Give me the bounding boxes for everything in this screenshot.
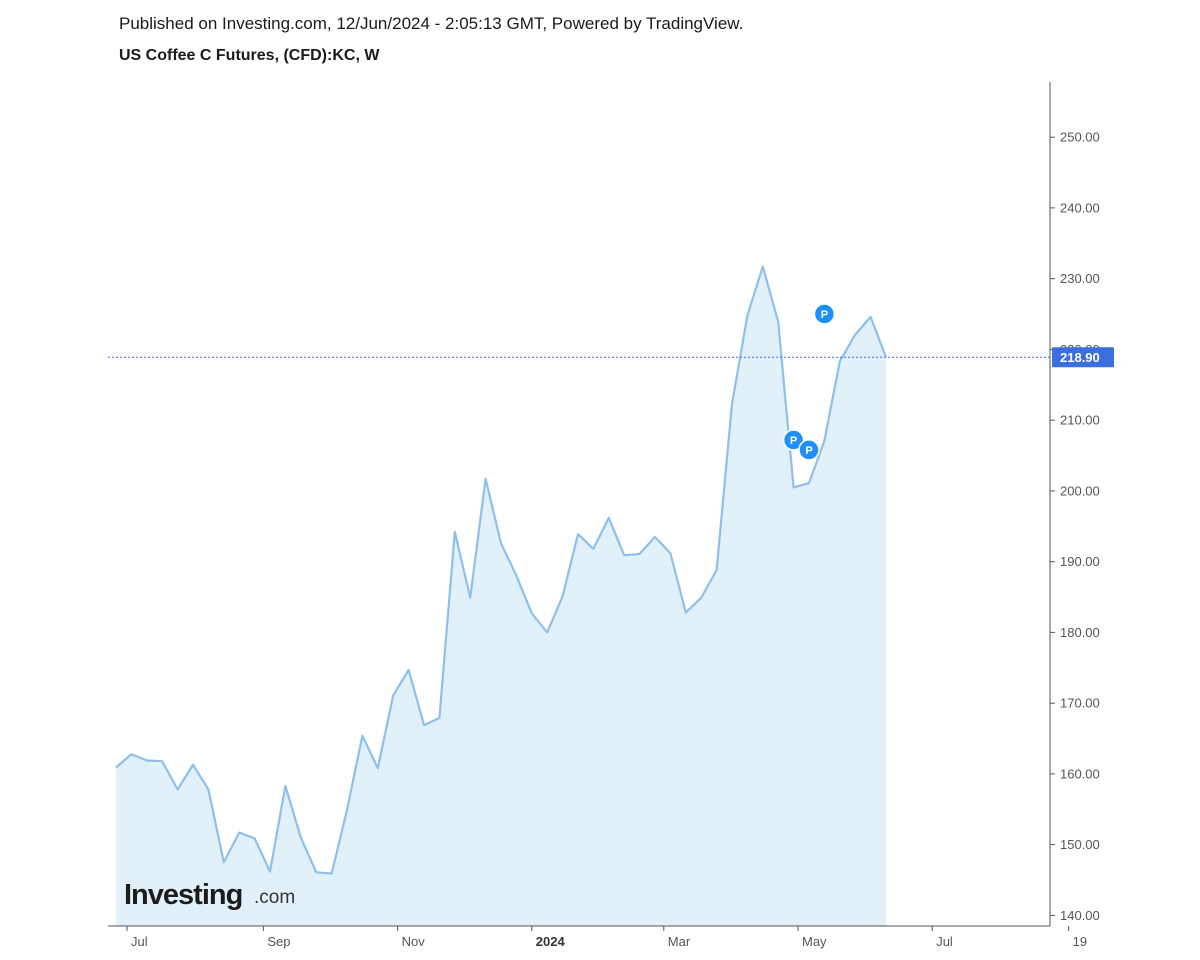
data-point[interactable] (775, 319, 781, 325)
data-point[interactable] (113, 765, 119, 771)
data-point[interactable] (375, 765, 381, 771)
data-point[interactable] (698, 595, 704, 601)
data-point[interactable] (252, 835, 258, 841)
data-point[interactable] (791, 484, 797, 490)
x-tick-label: Nov (402, 934, 426, 949)
data-point[interactable] (221, 859, 227, 865)
y-tick-label: 250.00 (1060, 130, 1100, 145)
y-tick-label: 230.00 (1060, 271, 1100, 286)
data-point[interactable] (652, 534, 658, 540)
event-marker-label: P (821, 309, 828, 321)
event-markers: PPP (782, 303, 836, 461)
data-point[interactable] (298, 835, 304, 841)
data-point[interactable] (590, 546, 596, 552)
data-point[interactable] (560, 593, 566, 599)
investing-logo: Investing .com (124, 879, 295, 911)
y-tick-label: 190.00 (1060, 554, 1100, 569)
data-point[interactable] (606, 515, 612, 521)
data-point[interactable] (467, 595, 473, 601)
data-point[interactable] (667, 550, 673, 556)
y-tick-label: 240.00 (1060, 200, 1100, 215)
axes: 140.00 150.00 160.00 170.00 180.00 190.00 200.… (108, 82, 1114, 949)
x-tick-label: Sep (267, 934, 290, 949)
last-price-badge: 218.90 (1052, 347, 1114, 368)
logo-suffix: .com (254, 887, 295, 908)
data-point[interactable] (760, 264, 766, 270)
x-tick-label: Mar (668, 934, 691, 949)
data-point[interactable] (421, 722, 427, 728)
chart-title: US Coffee C Futures, (CFD):KC, W (119, 47, 380, 64)
y-tick-label: 170.00 (1060, 696, 1100, 711)
data-point[interactable] (329, 871, 335, 877)
data-point[interactable] (821, 438, 827, 444)
x-tick-label: Jul (131, 934, 148, 949)
published-caption: Published on Investing.com, 12/Jun/2024 … (119, 14, 744, 33)
y-tick-label: 140.00 (1060, 908, 1100, 923)
data-point[interactable] (190, 762, 196, 768)
data-point[interactable] (683, 610, 689, 616)
x-tick-label: Jul (936, 934, 953, 949)
y-tick-label: 150.00 (1060, 837, 1100, 852)
data-point[interactable] (313, 869, 319, 875)
y-tick-label: 200.00 (1060, 483, 1100, 498)
data-point[interactable] (236, 830, 242, 836)
data-point[interactable] (513, 573, 519, 579)
data-point[interactable] (729, 401, 735, 407)
event-marker-label: P (805, 445, 812, 457)
event-marker-circle[interactable] (782, 429, 805, 451)
last-price-label: 218.90 (1060, 350, 1100, 365)
data-point[interactable] (159, 758, 165, 764)
y-tick-label: 160.00 (1060, 766, 1100, 781)
plot-area (108, 264, 1050, 927)
x-tick-label: 19 (1073, 934, 1087, 949)
data-point[interactable] (806, 480, 812, 486)
data-point[interactable] (744, 313, 750, 319)
data-point[interactable] (637, 551, 643, 557)
data-point[interactable] (436, 715, 442, 721)
data-point[interactable] (621, 552, 627, 558)
x-tick-label: May (802, 934, 827, 949)
data-point[interactable] (452, 529, 458, 535)
data-point[interactable] (852, 332, 858, 338)
data-point[interactable] (498, 540, 504, 546)
data-point[interactable] (267, 869, 273, 875)
data-point[interactable] (205, 787, 211, 793)
data-point[interactable] (390, 692, 396, 698)
area-fill (116, 266, 886, 927)
data-point[interactable] (529, 610, 535, 616)
event-marker[interactable]: P (798, 439, 820, 461)
x-tick-label: 2024 (536, 934, 566, 949)
event-marker-label: P (790, 435, 797, 447)
data-point[interactable] (144, 758, 150, 764)
price-series-line (115, 265, 888, 875)
data-point[interactable] (128, 751, 134, 757)
last-price-badge-bg (1052, 347, 1114, 368)
data-point[interactable] (575, 531, 581, 537)
y-tick-label: 210.00 (1060, 413, 1100, 428)
event-marker-circle[interactable] (798, 439, 820, 461)
event-marker[interactable]: P (813, 303, 836, 325)
data-point[interactable] (359, 733, 365, 739)
data-point[interactable] (406, 667, 412, 673)
data-point[interactable] (175, 787, 181, 793)
data-point[interactable] (282, 783, 288, 789)
event-marker-circle[interactable] (813, 303, 836, 325)
data-point[interactable] (544, 629, 550, 635)
data-point[interactable] (714, 567, 720, 573)
y-tick-label: 180.00 (1060, 625, 1100, 640)
data-point[interactable] (483, 476, 489, 482)
logo-wordmark: Investing (124, 879, 242, 911)
event-marker[interactable]: P (782, 429, 805, 451)
data-point[interactable] (837, 358, 843, 364)
data-point[interactable] (344, 807, 350, 813)
data-point[interactable] (868, 314, 874, 320)
